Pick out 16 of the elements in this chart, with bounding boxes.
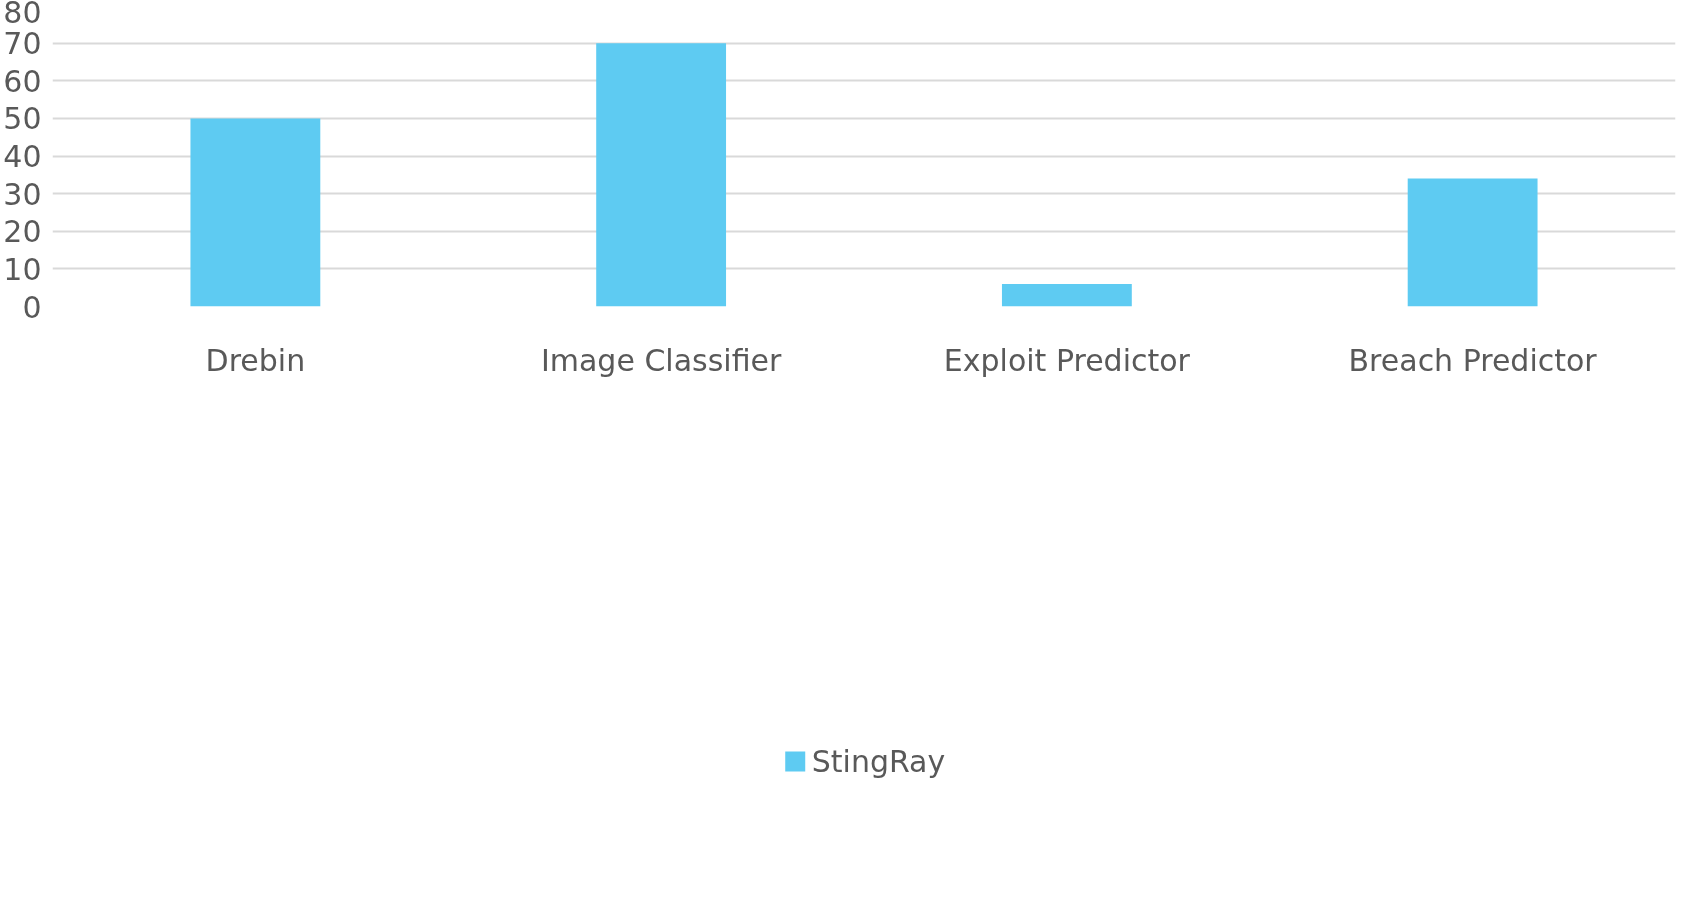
bar bbox=[190, 118, 321, 307]
x-tick-label: Drebin bbox=[205, 342, 306, 378]
x-tick-label: Exploit Predictor bbox=[943, 342, 1191, 378]
bar bbox=[596, 43, 727, 307]
y-tick-label: 20 bbox=[3, 214, 42, 250]
x-tick-label: Image Classifier bbox=[540, 342, 783, 378]
bar bbox=[1407, 178, 1538, 307]
y-tick-label: 30 bbox=[3, 176, 42, 212]
y-tick-label: 0 bbox=[22, 289, 42, 325]
y-tick-label: 50 bbox=[3, 101, 42, 137]
y-tick-label: 60 bbox=[3, 63, 42, 99]
y-tick-label: 40 bbox=[3, 139, 42, 174]
y-tick-label: 10 bbox=[3, 251, 42, 287]
bar bbox=[1001, 283, 1132, 307]
x-tick-label: Breach Predictor bbox=[1348, 342, 1598, 378]
legend-label: StingRay bbox=[811, 743, 946, 779]
